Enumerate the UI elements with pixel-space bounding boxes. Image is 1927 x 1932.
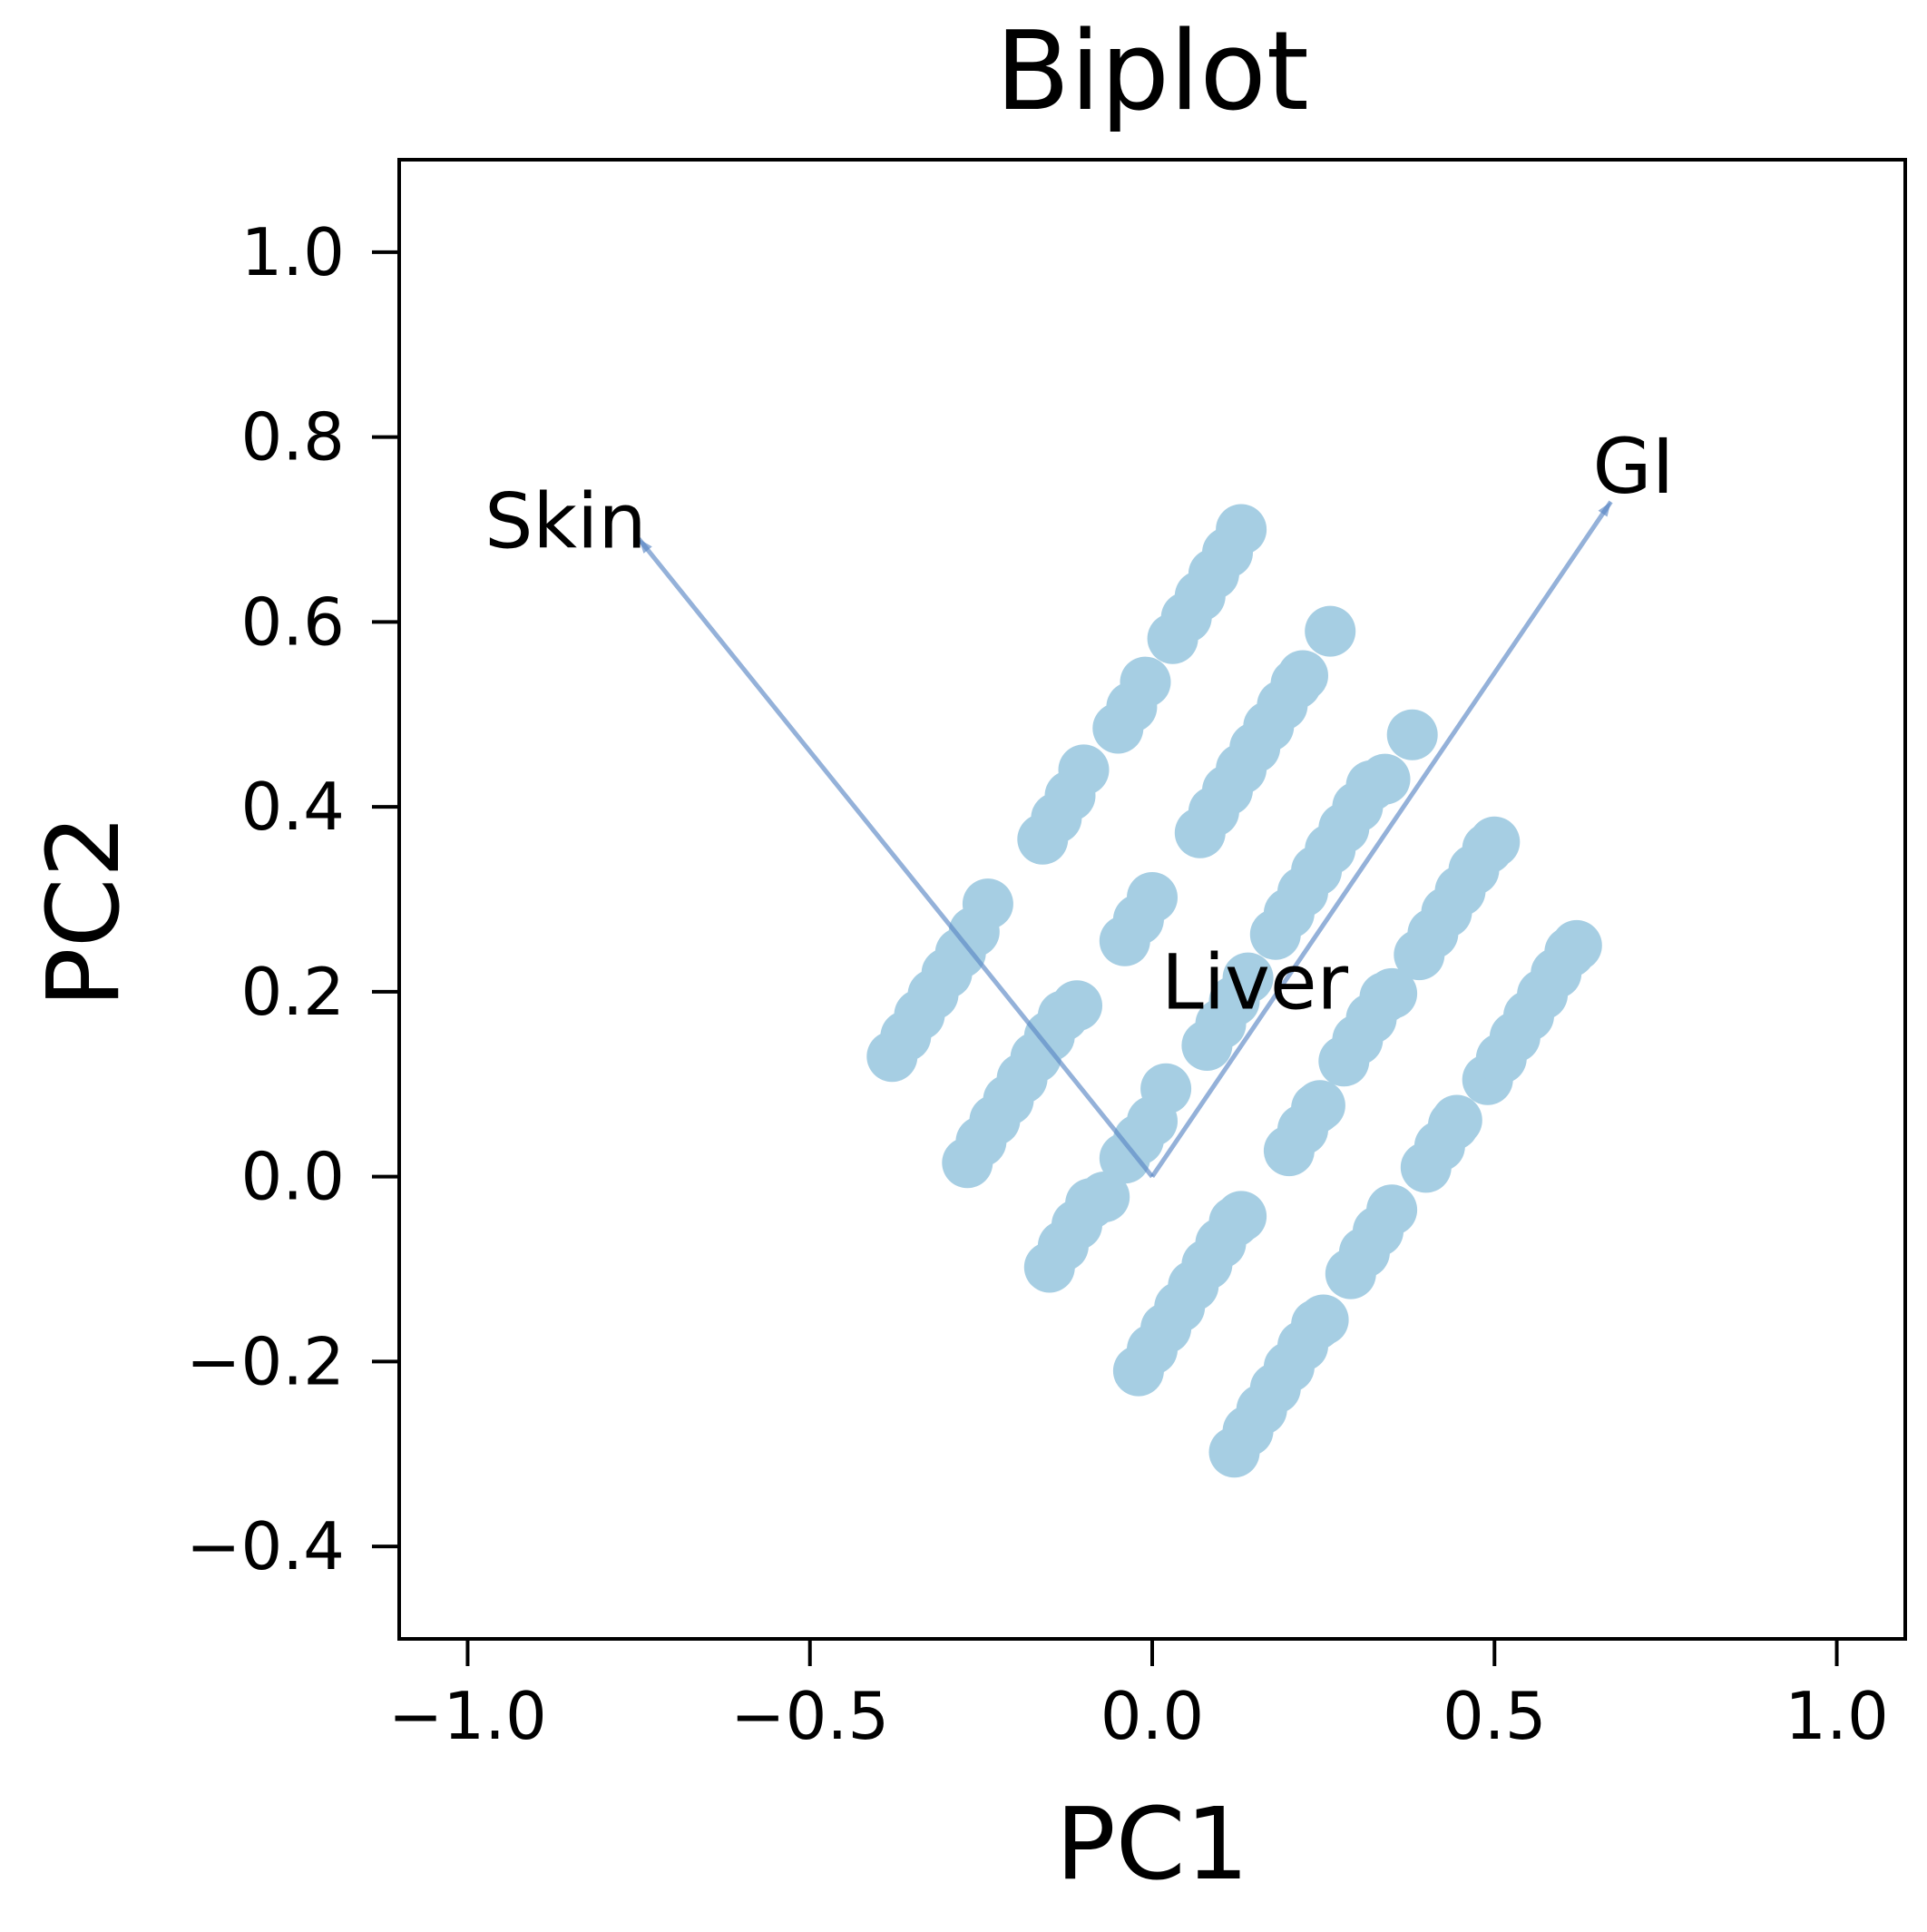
y-tick-label: 1.0 xyxy=(240,214,345,290)
data-point-54 xyxy=(1216,1191,1267,1242)
data-point-28 xyxy=(1120,656,1171,708)
liver-loading-label: Liver xyxy=(1161,938,1349,1027)
x-tick-label: −0.5 xyxy=(730,1678,889,1754)
x-tick-label: 0.0 xyxy=(1100,1678,1205,1754)
loading-arrows-layer xyxy=(637,500,1613,1179)
y-tick-label: 0.4 xyxy=(240,769,345,845)
data-point-106 xyxy=(1469,816,1521,868)
data-point-99 xyxy=(1431,1094,1482,1146)
gi-arrowhead xyxy=(1598,501,1611,517)
data-point-62 xyxy=(1297,1294,1349,1346)
loading-labels-layer: Skin GI Liver xyxy=(484,422,1674,1027)
y-tick-label: 0.0 xyxy=(240,1139,345,1215)
data-point-25 xyxy=(1058,744,1110,796)
y-axis-label: PC2 xyxy=(25,814,142,1007)
data-point-7 xyxy=(962,878,1013,930)
skin-arrowhead xyxy=(639,538,652,554)
skin-loading-label: Skin xyxy=(484,477,647,566)
data-point-34 xyxy=(1216,504,1267,555)
data-point-91 xyxy=(1366,967,1418,1019)
y-axis-ticks: −0.4 −0.2 0.0 0.2 0.4 0.6 0.8 1.0 xyxy=(186,214,399,1584)
y-tick-label: −0.2 xyxy=(186,1323,345,1399)
y-tick-label: 0.2 xyxy=(240,954,345,1030)
gi-loading-arrow xyxy=(1149,500,1613,1179)
y-tick-label: 0.8 xyxy=(240,399,345,476)
data-point-72 xyxy=(1305,605,1356,657)
points-layer xyxy=(866,504,1602,1478)
gi-loading-label: GI xyxy=(1593,422,1675,511)
data-point-45 xyxy=(1222,952,1274,1004)
x-tick-label: 0.5 xyxy=(1443,1678,1547,1754)
skin-loading-arrow xyxy=(637,537,1154,1179)
y-tick-label: 0.6 xyxy=(240,584,345,660)
data-point-41 xyxy=(1140,1063,1192,1114)
data-point-81 xyxy=(1359,753,1411,805)
data-point-95 xyxy=(1366,1184,1418,1236)
x-axis-ticks: −1.0 −0.5 0.0 0.5 1.0 xyxy=(388,1639,1889,1754)
x-axis-label: PC1 xyxy=(1055,1786,1248,1902)
data-point-71 xyxy=(1277,650,1328,701)
data-point-21 xyxy=(1079,1172,1130,1222)
x-tick-label: −1.0 xyxy=(388,1678,547,1754)
data-point-114 xyxy=(1550,919,1602,971)
x-tick-label: 1.0 xyxy=(1785,1678,1889,1754)
data-point-86 xyxy=(1294,1080,1345,1132)
data-point-16 xyxy=(1052,980,1102,1032)
data-point-82 xyxy=(1386,709,1438,760)
chart-title: Biplot xyxy=(995,9,1309,135)
data-point-37 xyxy=(1127,872,1178,923)
y-tick-label: −0.4 xyxy=(186,1508,345,1584)
